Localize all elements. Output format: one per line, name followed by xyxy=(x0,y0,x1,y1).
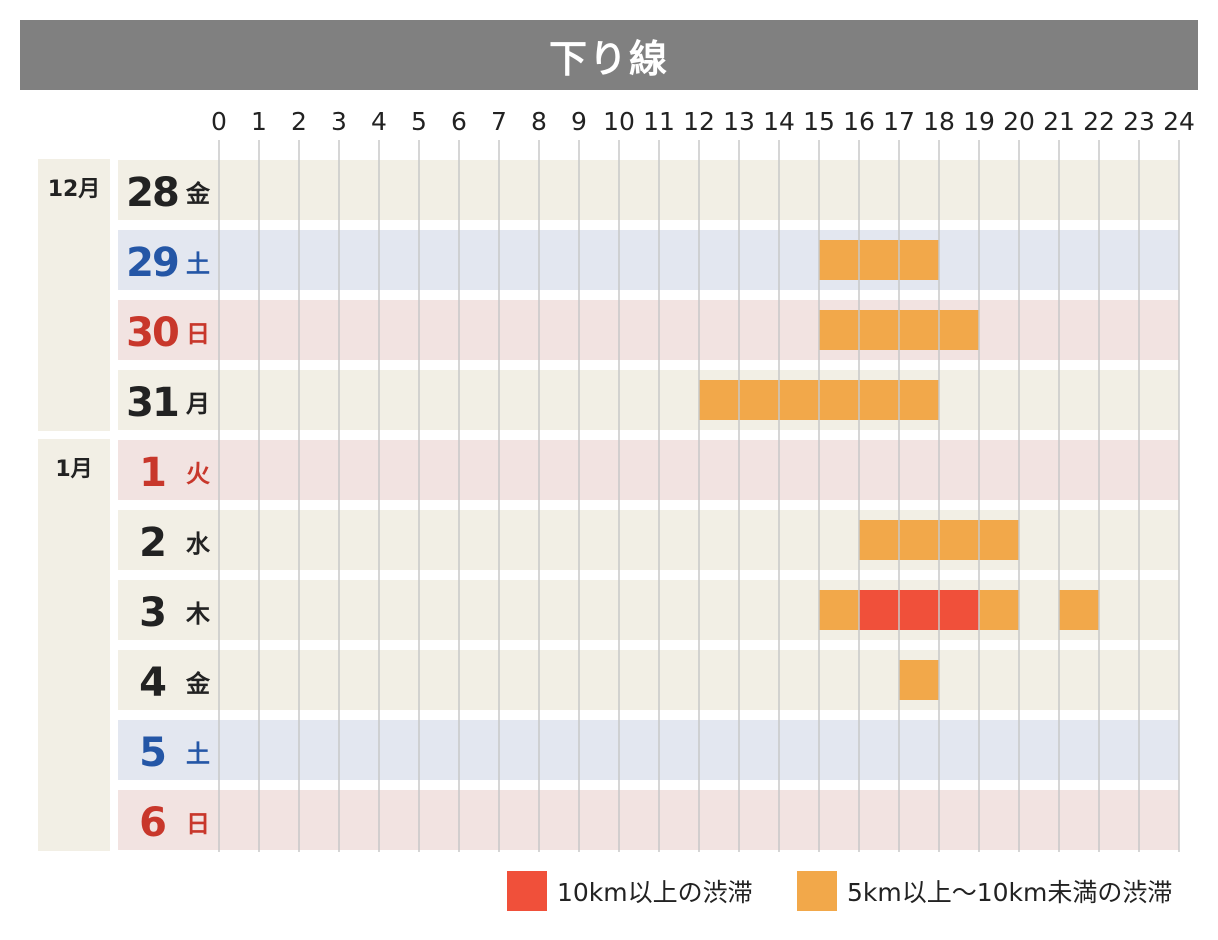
weekday-label-5: 水 xyxy=(186,530,211,558)
row-band-3 xyxy=(118,370,1179,430)
row-band-5 xyxy=(118,510,1179,570)
legend-heavy-label: 10km以上の渋滞 xyxy=(557,878,753,907)
hour-tick-label-0: 0 xyxy=(211,107,227,136)
hour-tick-label-2: 2 xyxy=(291,107,307,136)
day-label-7: 4 xyxy=(139,660,165,706)
day-label-2: 30 xyxy=(126,310,178,356)
hour-tick-label-23: 23 xyxy=(1123,107,1155,136)
weekday-label-7: 金 xyxy=(185,670,211,698)
legend-heavy: 10km以上の渋滞 xyxy=(507,870,753,912)
row-band-9 xyxy=(118,790,1179,850)
hour-tick-label-7: 7 xyxy=(491,107,507,136)
row-band-6 xyxy=(118,580,1179,640)
hour-tick-label-13: 13 xyxy=(723,107,755,136)
legend-moderate: 5km以上～10km未満の渋滞 xyxy=(797,870,1172,912)
row-band-7 xyxy=(118,650,1179,710)
hour-tick-label-15: 15 xyxy=(803,107,835,136)
row-band-4 xyxy=(118,440,1179,500)
weekday-label-1: 土 xyxy=(186,250,210,278)
weekday-label-0: 金 xyxy=(185,180,211,208)
legend-moderate-swatch xyxy=(797,871,837,911)
weekday-label-2: 日 xyxy=(186,320,210,348)
row-band-8 xyxy=(118,720,1179,780)
hour-tick-label-21: 21 xyxy=(1043,107,1075,136)
day-label-5: 2 xyxy=(139,520,165,566)
congestion-bar-7-0 xyxy=(899,660,939,700)
congestion-bar-6-2 xyxy=(979,590,1019,630)
row-band-0 xyxy=(118,160,1179,220)
legend-heavy-swatch xyxy=(507,871,547,911)
hour-tick-label-24: 24 xyxy=(1163,107,1195,136)
day-label-6: 3 xyxy=(139,590,165,636)
day-label-3: 31 xyxy=(126,380,178,426)
hour-tick-label-6: 6 xyxy=(451,107,467,136)
month-band-0 xyxy=(38,159,110,431)
day-label-0: 28 xyxy=(126,170,178,216)
row-band-2 xyxy=(118,300,1179,360)
legend-moderate-label: 5km以上～10km未満の渋滞 xyxy=(847,878,1173,907)
month-band-1 xyxy=(38,439,110,851)
hour-tick-label-20: 20 xyxy=(1003,107,1035,136)
month-label-1: 1月 xyxy=(55,457,92,482)
hour-tick-label-19: 19 xyxy=(963,107,995,136)
day-label-4: 1 xyxy=(139,450,165,496)
hour-tick-label-8: 8 xyxy=(531,107,547,136)
day-label-1: 29 xyxy=(126,240,178,286)
hour-tick-label-4: 4 xyxy=(371,107,387,136)
congestion-bar-1-0 xyxy=(819,240,939,280)
hour-tick-label-12: 12 xyxy=(683,107,715,136)
weekday-label-8: 土 xyxy=(186,740,210,768)
day-label-9: 6 xyxy=(139,800,165,846)
day-label-8: 5 xyxy=(139,730,165,776)
hour-tick-label-11: 11 xyxy=(643,107,675,136)
weekday-label-6: 木 xyxy=(185,600,211,628)
month-label-0: 12月 xyxy=(48,177,101,202)
weekday-label-9: 日 xyxy=(186,810,210,838)
hour-tick-label-14: 14 xyxy=(763,107,795,136)
hour-tick-label-10: 10 xyxy=(603,107,635,136)
hour-tick-label-1: 1 xyxy=(251,107,267,136)
congestion-bar-6-3 xyxy=(1059,590,1099,630)
hour-tick-label-22: 22 xyxy=(1083,107,1115,136)
hour-tick-label-3: 3 xyxy=(331,107,347,136)
hour-tick-label-16: 16 xyxy=(843,107,875,136)
hour-tick-label-5: 5 xyxy=(411,107,427,136)
congestion-bar-6-0 xyxy=(819,590,859,630)
hour-tick-label-17: 17 xyxy=(883,107,915,136)
hour-tick-label-18: 18 xyxy=(923,107,955,136)
weekday-label-4: 火 xyxy=(186,460,210,488)
row-band-1 xyxy=(118,230,1179,290)
weekday-label-3: 月 xyxy=(185,390,210,418)
congestion-bar-6-1 xyxy=(859,590,979,630)
hour-tick-label-9: 9 xyxy=(571,107,587,136)
page-title: 下り線 xyxy=(20,20,1198,90)
